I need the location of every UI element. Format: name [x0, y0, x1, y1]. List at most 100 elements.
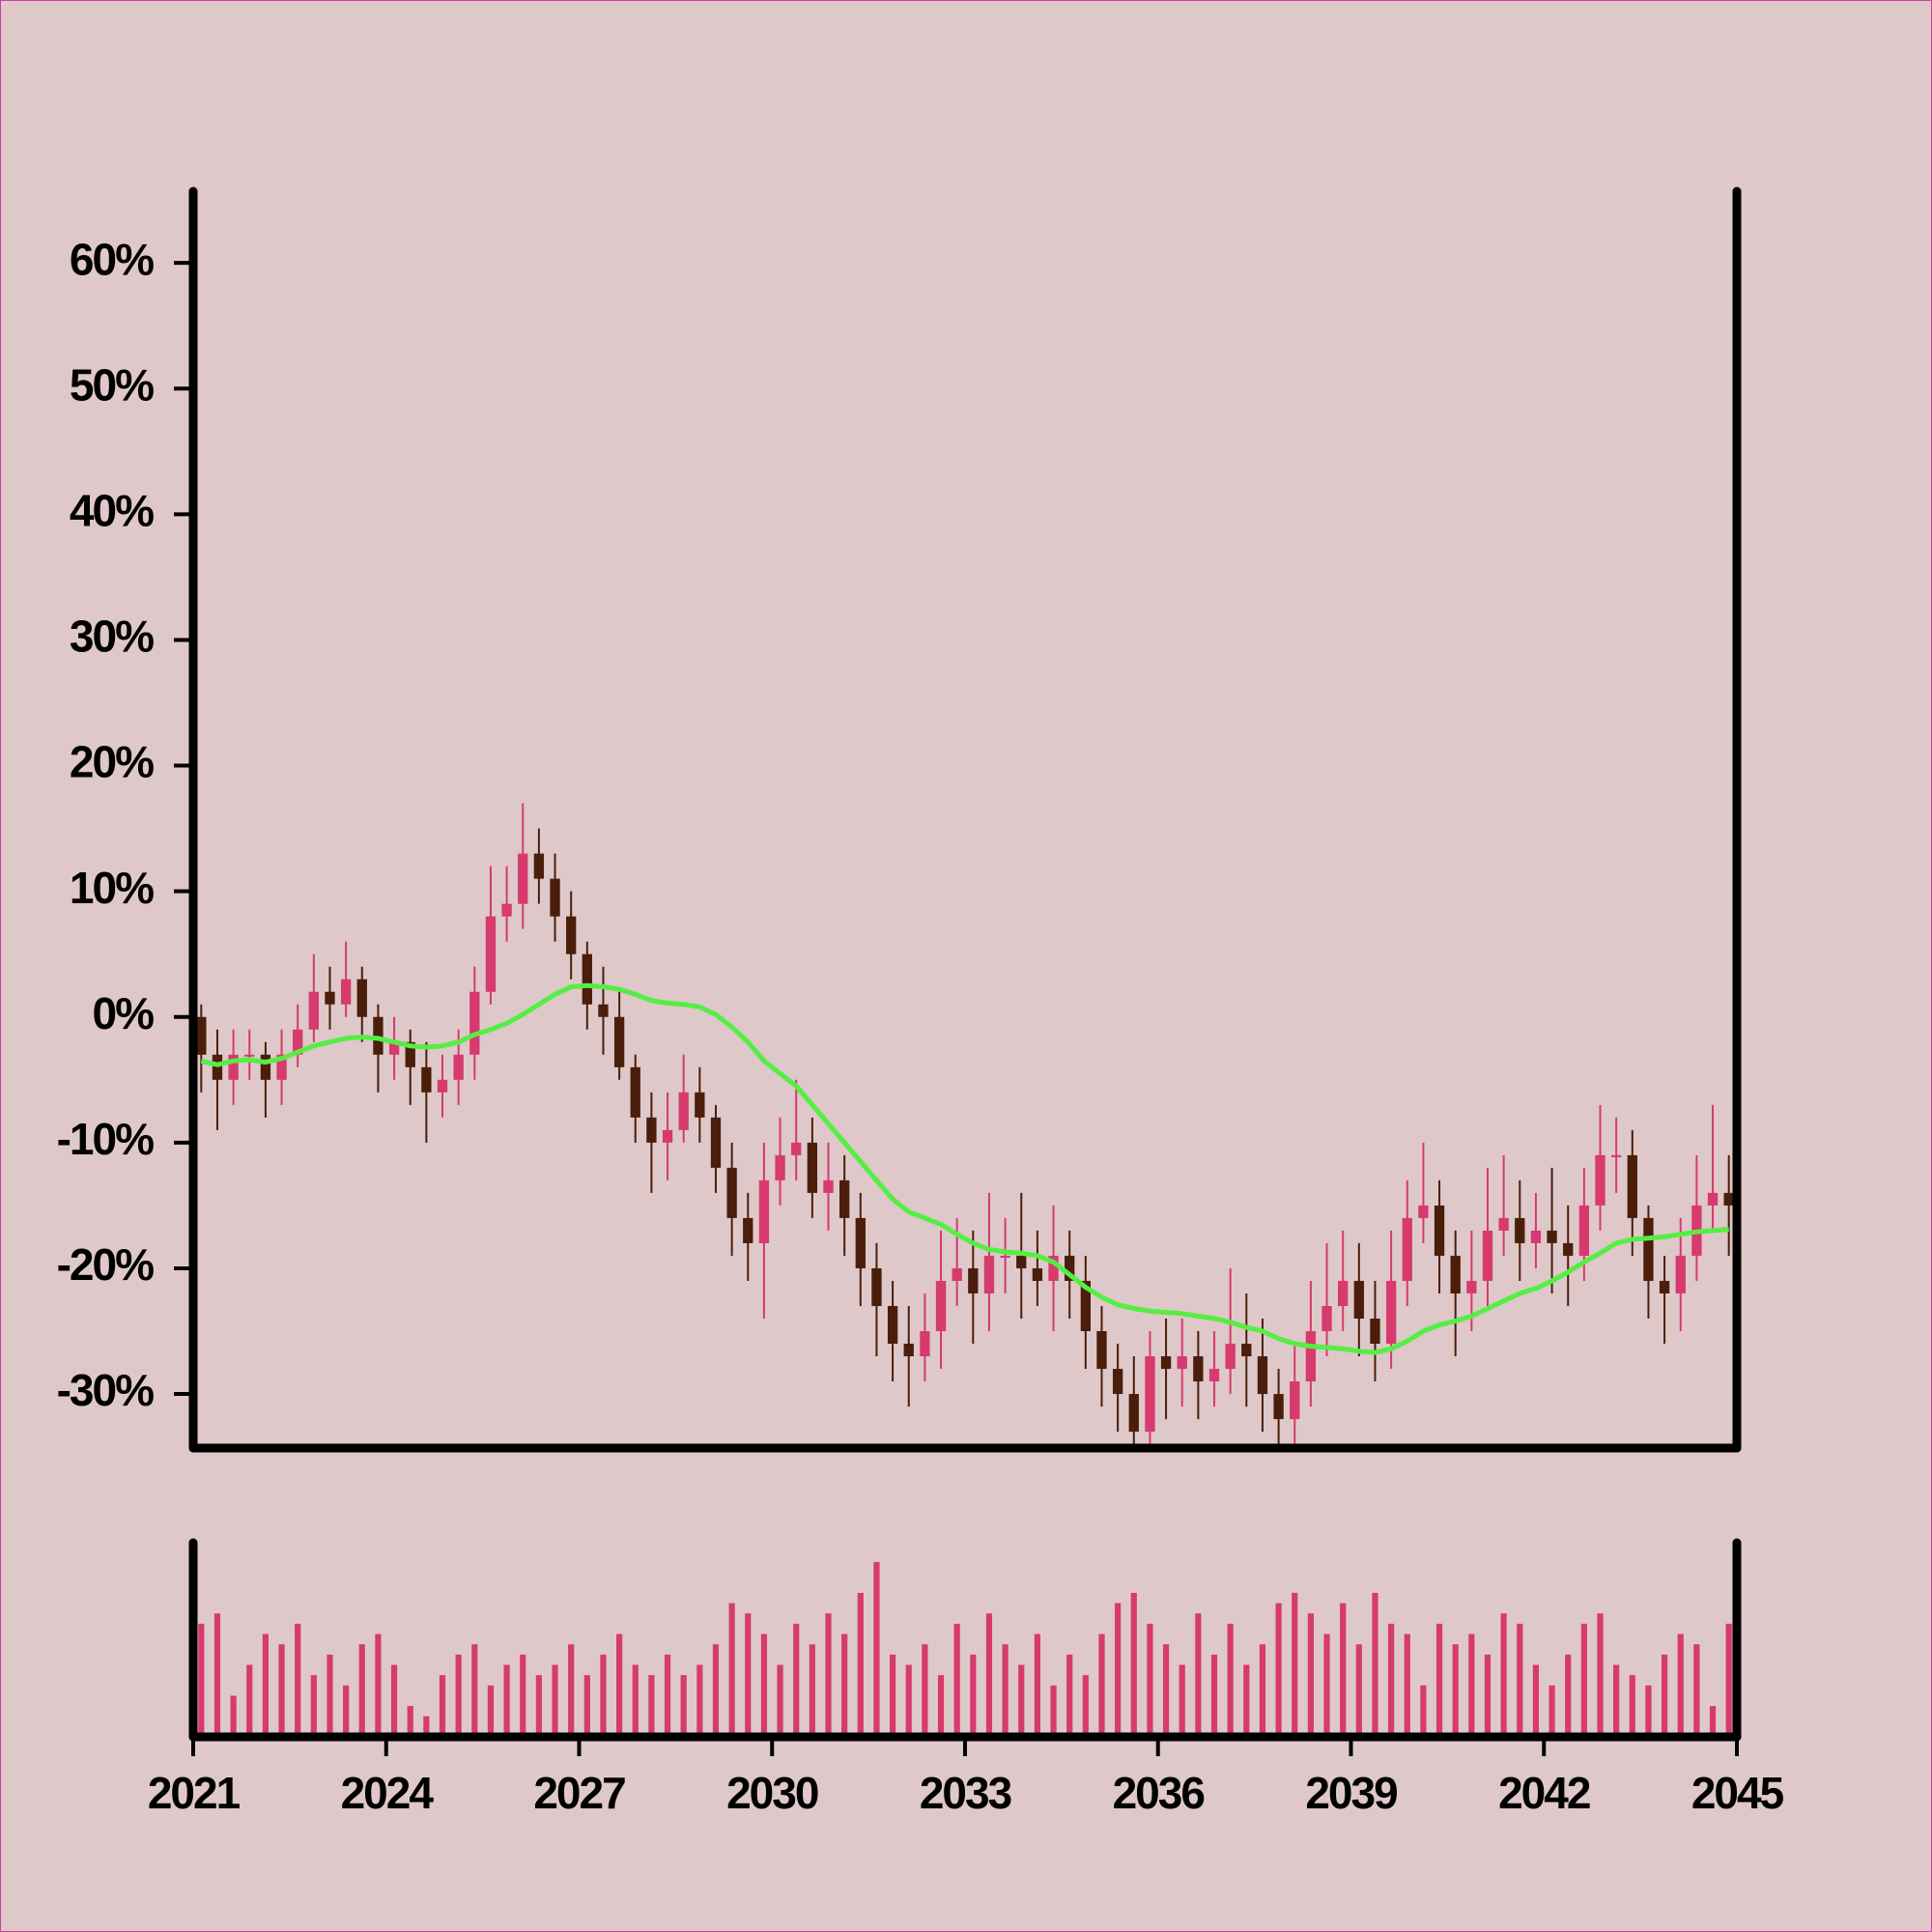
candle-body — [1241, 1344, 1252, 1357]
volume-bar — [1130, 1592, 1137, 1737]
volume-bar — [1693, 1644, 1700, 1737]
volume-bar — [809, 1644, 815, 1737]
volume-bar — [455, 1654, 462, 1737]
volume-bar — [1404, 1634, 1410, 1737]
candle-body — [1080, 1280, 1092, 1332]
candle-body — [983, 1255, 995, 1293]
volume-bar — [600, 1654, 607, 1737]
candle-body — [356, 979, 367, 1017]
volume-bar — [841, 1634, 848, 1737]
candle-body — [935, 1280, 947, 1332]
candle-body — [1016, 1255, 1027, 1268]
volume-bar — [1243, 1664, 1250, 1737]
candle-body — [598, 1004, 609, 1017]
candle-body — [1515, 1217, 1525, 1243]
candle-body — [775, 1154, 785, 1180]
volume-bar — [262, 1634, 270, 1737]
volume-bar — [1613, 1664, 1620, 1737]
candle-body — [743, 1217, 753, 1243]
volume-bar — [1484, 1654, 1492, 1737]
candle-body — [437, 1079, 448, 1093]
volume-bar — [375, 1634, 382, 1737]
x-tick-label: 2045 — [1691, 1768, 1784, 1818]
x-tick-label: 2027 — [533, 1768, 625, 1818]
volume-bar — [1018, 1664, 1025, 1737]
volume-bar — [889, 1654, 896, 1737]
candle-body — [340, 979, 352, 1005]
candle-body — [388, 1041, 400, 1055]
candle-body — [1434, 1205, 1445, 1256]
volume-bar — [1227, 1623, 1234, 1737]
volume-bar — [745, 1613, 752, 1737]
volume-bar — [1002, 1644, 1009, 1737]
candle-body — [791, 1142, 802, 1155]
candle-body — [421, 1066, 432, 1093]
candle-body — [1450, 1255, 1461, 1293]
y-tick-label: 50% — [70, 359, 154, 410]
candle-body — [1402, 1217, 1412, 1281]
volume-bar — [1580, 1623, 1587, 1737]
volume-bar — [905, 1664, 912, 1737]
volume-bar — [1517, 1623, 1523, 1737]
volume-bar — [439, 1675, 446, 1737]
candle-body — [968, 1267, 979, 1293]
volume-bar — [230, 1695, 237, 1737]
candle-body — [1000, 1255, 1010, 1258]
volume-bar — [343, 1685, 350, 1737]
volume-bar — [1162, 1644, 1170, 1737]
y-tick-label: 20% — [70, 737, 154, 787]
volume-bar — [1452, 1644, 1459, 1737]
candle-body — [1530, 1230, 1542, 1243]
volume-bar — [246, 1664, 253, 1737]
candle-body — [1353, 1280, 1364, 1319]
candle-body — [260, 1054, 271, 1080]
candle-body — [1610, 1154, 1622, 1157]
y-tick-label: -30% — [57, 1365, 154, 1415]
candle-body — [1290, 1381, 1300, 1420]
candle-body — [228, 1054, 239, 1080]
volume-bar — [1195, 1613, 1202, 1737]
volume-bar — [1629, 1675, 1635, 1737]
candle-body — [758, 1179, 770, 1243]
volume-bar — [1500, 1613, 1507, 1737]
volume-bar — [310, 1675, 317, 1737]
candle-body — [1032, 1267, 1043, 1281]
candle-body — [726, 1167, 737, 1218]
candle-body — [325, 991, 335, 1005]
volume-bar — [922, 1644, 928, 1737]
candle-body — [613, 1016, 625, 1067]
volume-bar — [1034, 1634, 1041, 1737]
candle-body — [1675, 1255, 1686, 1293]
volume-bar — [1082, 1675, 1089, 1737]
y-tick-label: 40% — [70, 486, 154, 536]
candle-body — [196, 1016, 207, 1055]
candle-body — [678, 1092, 689, 1130]
candle-body — [533, 853, 545, 879]
volume-bar — [1645, 1685, 1652, 1737]
candle-body — [550, 878, 560, 917]
candle-body — [1563, 1242, 1574, 1256]
candle-body — [903, 1344, 914, 1357]
volume-bar — [632, 1664, 639, 1737]
volume-bar — [616, 1634, 623, 1737]
candle-body — [518, 853, 528, 904]
candle-body — [1225, 1344, 1236, 1370]
candle-body — [1659, 1280, 1670, 1293]
volume-bar — [1115, 1603, 1122, 1737]
volume-bar — [1725, 1623, 1732, 1737]
volume-bar — [1355, 1644, 1362, 1737]
volume-bar — [198, 1623, 205, 1737]
volume-bar — [407, 1706, 413, 1737]
y-tick-label: 60% — [70, 234, 154, 284]
volume-bar — [423, 1716, 430, 1737]
candle-body — [1370, 1318, 1380, 1345]
volume-bar — [1050, 1685, 1057, 1737]
candle-body — [855, 1217, 866, 1268]
candle-body — [405, 1041, 415, 1067]
volume-bar — [1098, 1634, 1105, 1737]
x-tick-label: 2042 — [1498, 1768, 1590, 1818]
candle-body — [807, 1142, 818, 1193]
volume-bar — [873, 1562, 880, 1737]
candle-body — [469, 991, 480, 1055]
y-tick-label: 10% — [70, 863, 154, 913]
